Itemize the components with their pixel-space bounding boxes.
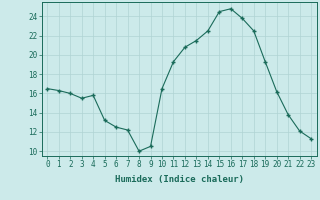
- X-axis label: Humidex (Indice chaleur): Humidex (Indice chaleur): [115, 175, 244, 184]
